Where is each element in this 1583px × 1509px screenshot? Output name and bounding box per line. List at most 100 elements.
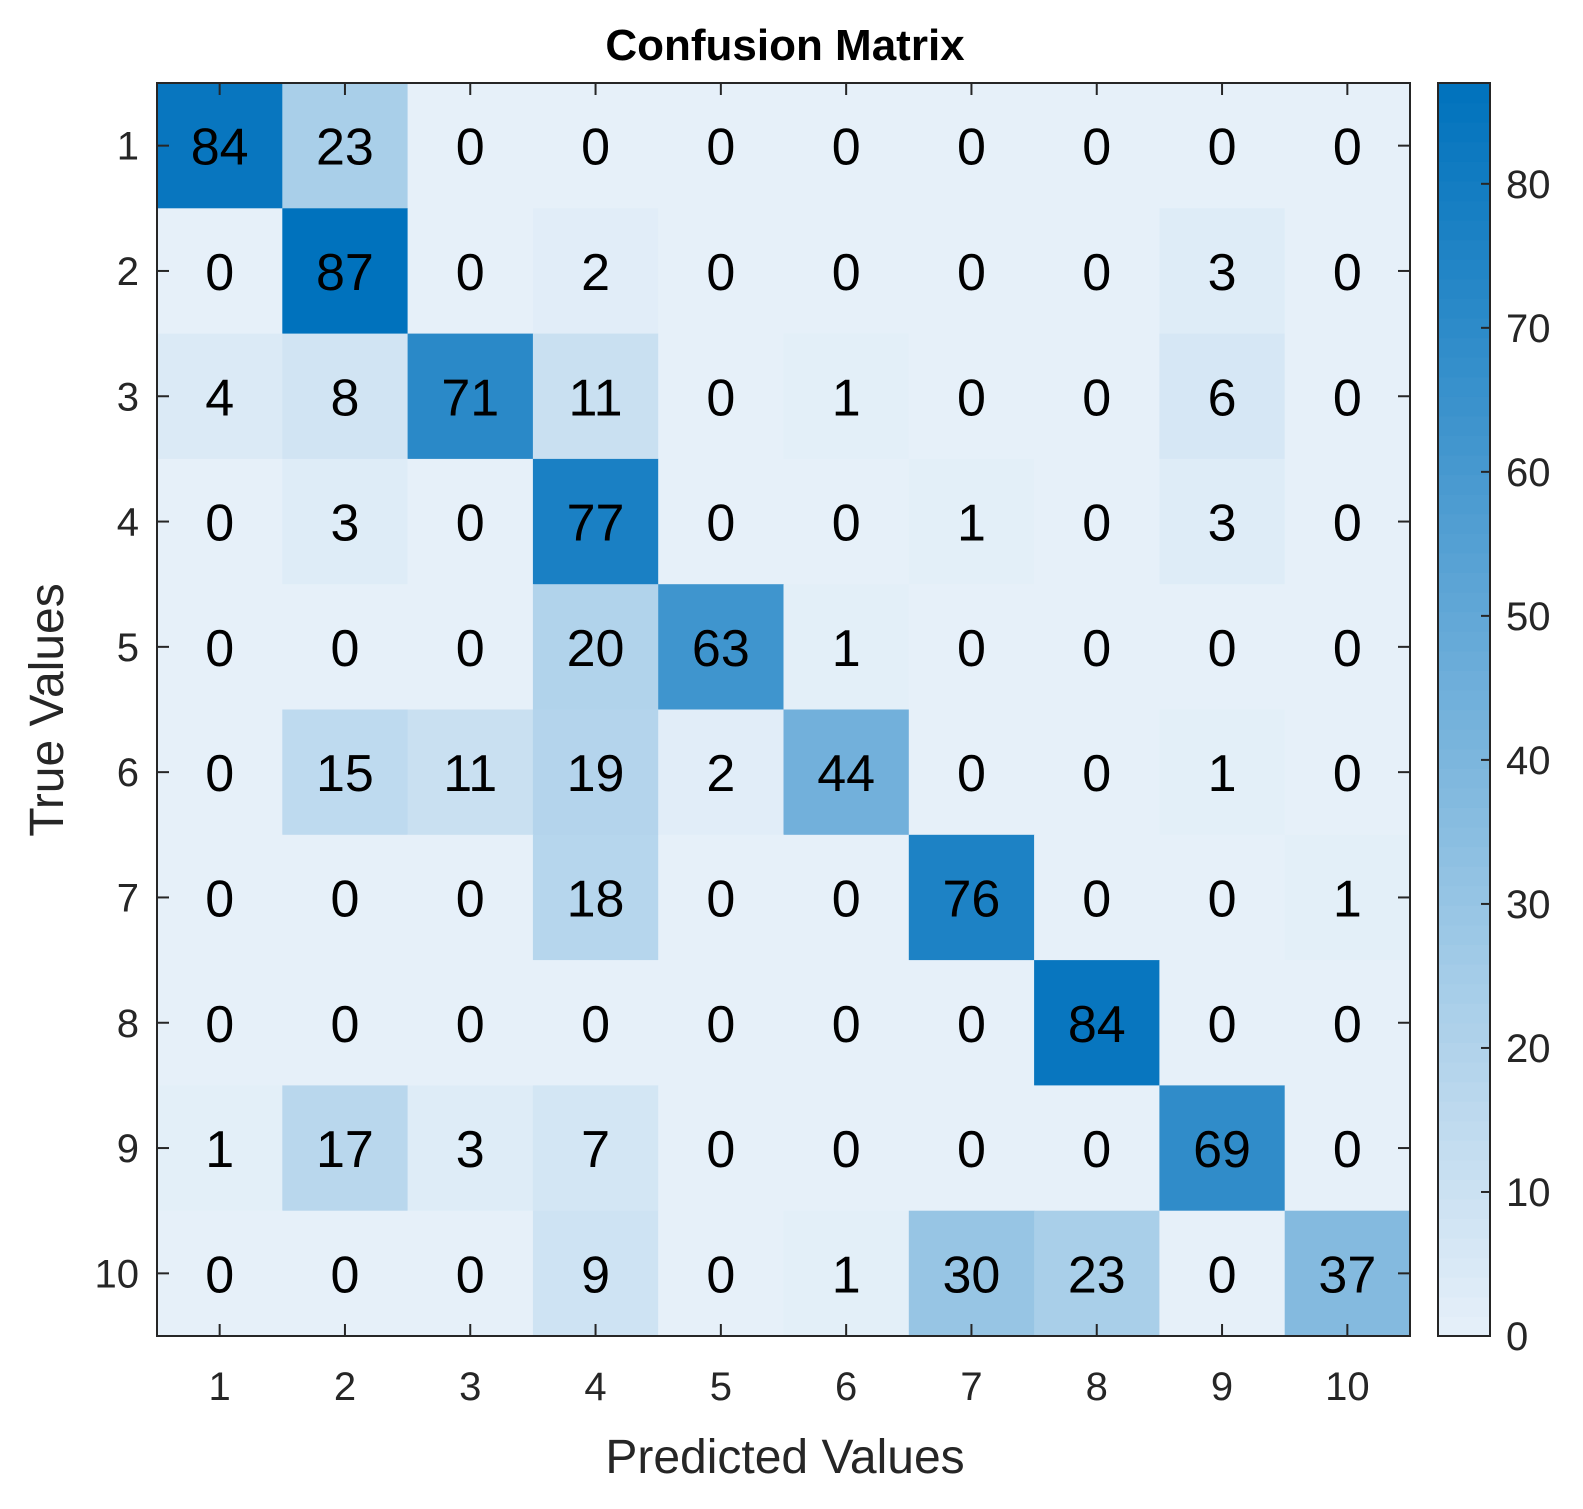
heatmap-cell-r6-c5 (658, 709, 784, 836)
cell-value-r2-c3: 0 (456, 244, 485, 302)
colorbar-segment (1438, 787, 1490, 808)
heatmap-cell-r2-c9 (1159, 208, 1286, 335)
colorbar-segment (1438, 1198, 1490, 1220)
heatmap-cell-r7-c1 (157, 834, 283, 961)
cell-value-r8-c5: 0 (706, 996, 735, 1054)
cell-value-r2-c5: 0 (706, 244, 735, 302)
cell-value-r1-c1: 84 (191, 119, 249, 177)
colorbar-segment (1438, 1081, 1490, 1102)
y-axis-tick-labels: 1 2 3 4 5 6 7 8 9 10 (95, 125, 140, 1297)
heatmap-cell-r2-c7 (908, 208, 1035, 335)
colorbar-segment (1438, 1316, 1490, 1337)
cell-value-r7-c1: 0 (205, 870, 234, 928)
cell-value-r3-c2: 8 (330, 369, 359, 427)
heatmap-cell-r1-c8 (1034, 83, 1160, 209)
colorbar-segment (1438, 83, 1490, 104)
colorbar-segment (1438, 357, 1490, 378)
heatmap-cell-r3-c10 (1284, 333, 1411, 460)
colorbar-segment (1438, 552, 1490, 574)
colorbar-tick-label: 40 (1506, 739, 1551, 783)
colorbar-segment (1438, 200, 1490, 221)
heatmap-cell-r3-c8 (1034, 333, 1160, 460)
cell-value-r3-c6: 1 (832, 369, 861, 427)
cell-value-r4-c2: 3 (330, 495, 359, 553)
cell-value-r8-c2: 0 (330, 996, 359, 1054)
heatmap-cell-r10-c10 (1284, 1210, 1411, 1337)
y-tick-label: 10 (95, 1252, 140, 1296)
cell-value-r6-c7: 0 (957, 745, 986, 803)
heatmap-cell-r2-c2 (282, 208, 409, 335)
colorbar-segment (1438, 337, 1490, 358)
colorbar-segment (1438, 1101, 1490, 1122)
colorbar-segment (1438, 220, 1490, 241)
colorbar-segment (1438, 415, 1490, 437)
heatmap-cell-r1-c5 (658, 83, 784, 209)
colorbar-segment (1438, 513, 1490, 534)
colorbar-tick-label: 20 (1506, 1027, 1551, 1071)
cell-value-r9-c8: 0 (1082, 1121, 1111, 1179)
y-tick-label: 1 (117, 125, 139, 169)
colorbar-segment (1438, 944, 1490, 965)
heatmap-cell-r7-c8 (1034, 834, 1160, 961)
heatmap-cell-r7-c3 (407, 834, 534, 961)
colorbar-segment (1438, 239, 1490, 260)
heatmap-cell-r9-c9 (1159, 1085, 1286, 1212)
cell-value-r9-c1: 1 (205, 1121, 234, 1179)
heatmap-cell-r8-c1 (157, 960, 283, 1086)
colorbar-tick-labels: 0 10 20 30 40 50 60 70 80 (1506, 163, 1551, 1359)
cell-value-r5-c10: 0 (1333, 620, 1362, 678)
cell-value-r1-c2: 23 (316, 119, 374, 177)
cell-value-r6-c9: 1 (1208, 745, 1237, 803)
heatmap-cell-r6-c8 (1034, 709, 1160, 836)
cell-value-r2-c1: 0 (205, 244, 234, 302)
cell-value-r6-c6: 44 (817, 745, 875, 803)
heatmap-cell-r8-c5 (658, 960, 784, 1086)
colorbar-segment (1438, 689, 1490, 711)
heatmap-cell-r3-c9 (1159, 333, 1286, 460)
colorbar-segment (1438, 729, 1490, 750)
heatmap-cell-r3-c1 (157, 333, 283, 460)
cell-value-r4-c8: 0 (1082, 495, 1111, 553)
cell-value-r1-c3: 0 (456, 119, 485, 177)
cell-value-r3-c5: 0 (706, 369, 735, 427)
heatmap-cell-r4-c2 (282, 458, 409, 585)
heatmap-cell-r7-c6 (783, 834, 910, 961)
x-tick-label: 1 (209, 1365, 231, 1409)
cell-value-r4-c9: 3 (1208, 495, 1237, 553)
heatmap-cell-r5-c5 (658, 584, 784, 710)
heatmap-cell-r10-c4 (532, 1210, 659, 1337)
cell-value-r5-c5: 63 (692, 620, 750, 678)
colorbar-segment (1438, 1179, 1490, 1200)
cell-value-r4-c6: 0 (832, 495, 861, 553)
heatmap-cell-r8-c9 (1159, 960, 1286, 1086)
heatmap-cell-r5-c10 (1284, 584, 1411, 710)
heatmap-cell-r6-c4 (532, 709, 659, 836)
cell-value-r6-c1: 0 (205, 745, 234, 803)
colorbar-segment (1438, 748, 1490, 769)
colorbar-segment (1438, 259, 1490, 280)
colorbar-tick-label: 60 (1506, 451, 1551, 495)
cell-value-r2-c10: 0 (1333, 244, 1362, 302)
heatmap-cell-r8-c2 (282, 960, 409, 1086)
colorbar-tick-label: 30 (1506, 883, 1551, 927)
cell-value-r10-c4: 9 (581, 1246, 610, 1304)
cell-value-r5-c8: 0 (1082, 620, 1111, 678)
colorbar-segment (1438, 611, 1490, 632)
cell-value-r1-c5: 0 (706, 119, 735, 177)
heatmap-cell-r6-c7 (908, 709, 1035, 836)
cell-value-r6-c2: 15 (316, 745, 374, 803)
cell-value-r2-c7: 0 (957, 244, 986, 302)
colorbar-segment (1438, 474, 1490, 495)
colorbar-segment (1438, 670, 1490, 691)
colorbar-segment (1438, 317, 1490, 339)
heatmap-cell-r1-c1 (157, 83, 283, 209)
cell-value-r7-c6: 0 (832, 870, 861, 928)
x-tick-label: 6 (835, 1365, 857, 1409)
heatmap-cell-r5-c3 (407, 584, 534, 710)
colorbar-tick-label: 50 (1506, 595, 1551, 639)
heatmap-cell-r6-c6 (783, 709, 910, 836)
heatmap-cell-r2-c10 (1284, 208, 1411, 335)
colorbar (1438, 83, 1490, 1337)
heatmap-cell-r10-c8 (1034, 1210, 1160, 1337)
cell-value-r6-c8: 0 (1082, 745, 1111, 803)
